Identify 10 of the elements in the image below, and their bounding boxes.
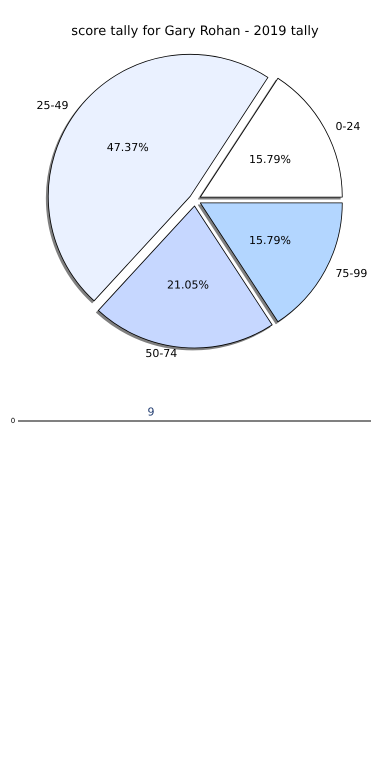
slice-label: 0-24 bbox=[335, 120, 360, 134]
data-label: 15.79% bbox=[248, 234, 291, 248]
text: 9 bbox=[148, 406, 154, 418]
data-label: 47.37% bbox=[106, 141, 149, 154]
chart-title: score tally for Gary Rohan - 2019 tally bbox=[71, 24, 319, 39]
slice-label: 25-49 bbox=[36, 98, 68, 112]
data-label: 15.79% bbox=[248, 152, 291, 166]
slice-label: 75-99 bbox=[335, 266, 368, 280]
slice-label: 50-74 bbox=[145, 346, 178, 360]
data-label: 21.05% bbox=[166, 278, 209, 292]
